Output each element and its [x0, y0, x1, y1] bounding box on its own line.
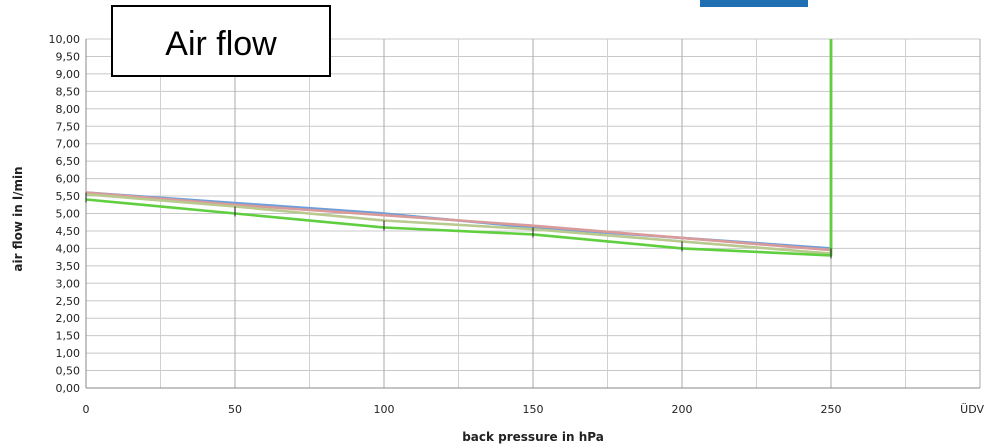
- y-tick-label: 4,00: [56, 242, 81, 255]
- x-tick-labels: 0 50 100 150 200 250 ÜDV: [83, 403, 985, 416]
- y-tick-label: 0,00: [56, 382, 81, 395]
- y-tick-label: 7,00: [56, 138, 81, 151]
- y-tick-label: 0,50: [56, 365, 81, 378]
- chart-title-box: [111, 5, 331, 77]
- y-tick-label: 6,50: [56, 155, 81, 168]
- x-tick-label: 0: [83, 403, 90, 416]
- y-tick-label: 7,50: [56, 120, 81, 133]
- accent-bar: [700, 0, 808, 7]
- x-tick-label: 100: [374, 403, 395, 416]
- y-tick-label: 6,00: [56, 173, 81, 186]
- y-tick-label: 5,50: [56, 190, 81, 203]
- y-tick-label: 8,00: [56, 103, 81, 116]
- x-tick-label: ÜDV: [960, 403, 984, 416]
- y-tick-label: 1,00: [56, 347, 81, 360]
- y-tick-label: 1,50: [56, 330, 81, 343]
- y-axis-label: air flow in l/min: [11, 166, 25, 271]
- y-tick-label: 8,50: [56, 85, 81, 98]
- x-axis-label: back pressure in hPa: [462, 430, 604, 444]
- series-lines: [85, 39, 833, 259]
- y-tick-label: 4,50: [56, 225, 81, 238]
- y-tick-label: 2,00: [56, 312, 81, 325]
- y-tick-label: 3,00: [56, 277, 81, 290]
- chart-axes: [85, 39, 980, 389]
- x-tick-label: 200: [672, 403, 693, 416]
- x-tick-label: 250: [821, 403, 842, 416]
- y-tick-label: 2,50: [56, 295, 81, 308]
- x-tick-label: 150: [523, 403, 544, 416]
- y-tick-label: 9,00: [56, 68, 81, 81]
- y-tick-label: 9,50: [56, 50, 81, 63]
- y-tick-label: 3,50: [56, 260, 81, 273]
- x-tick-label: 50: [228, 403, 242, 416]
- y-tick-labels: 0,00 0,50 1,00 1,50 2,00 2,50 3,00 3,50 4,00 4,50…: [49, 33, 81, 395]
- y-tick-label: 5,00: [56, 208, 81, 221]
- grid-lines: [85, 38, 981, 389]
- y-tick-label: 10,00: [49, 33, 81, 46]
- chart-title: Air flow: [165, 25, 277, 63]
